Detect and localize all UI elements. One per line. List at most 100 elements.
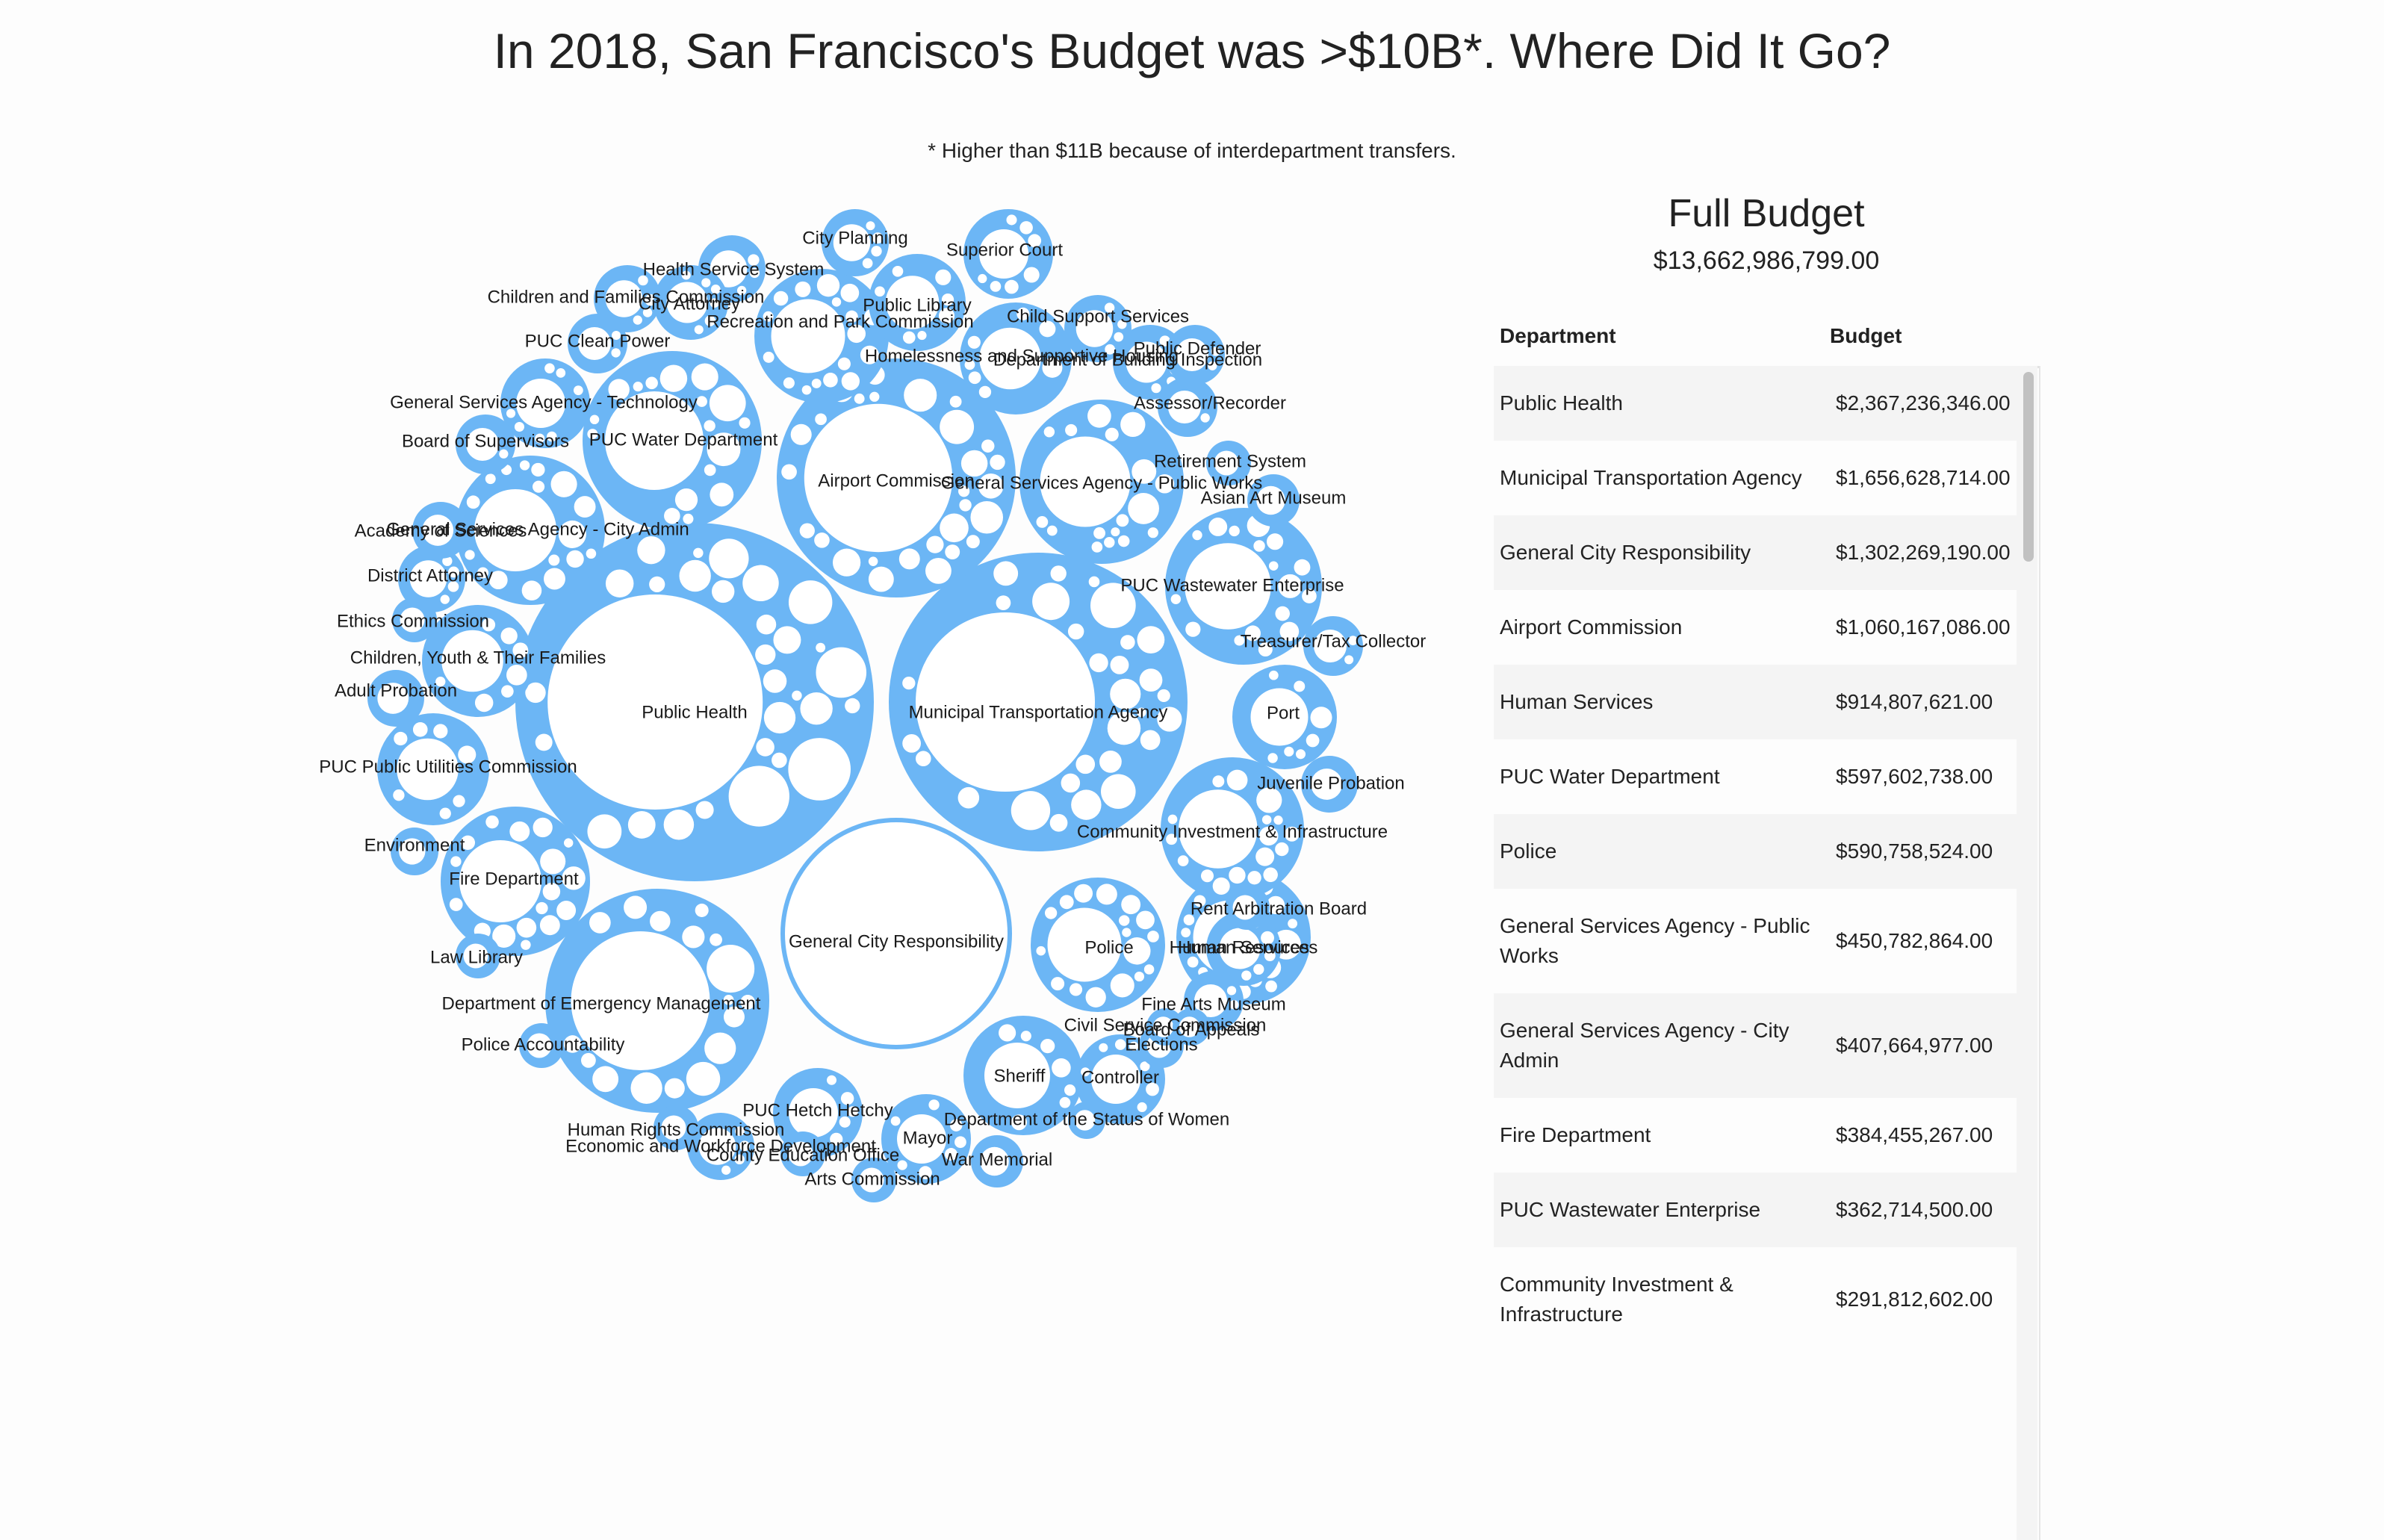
- sub-department-bubble[interactable]: [840, 283, 860, 302]
- sub-department-bubble[interactable]: [1065, 423, 1078, 437]
- sub-department-bubble[interactable]: [1129, 1041, 1139, 1052]
- sub-department-bubble[interactable]: [1120, 635, 1135, 650]
- sub-department-bubble[interactable]: [1120, 412, 1146, 438]
- sub-department-bubble[interactable]: [459, 840, 541, 922]
- sub-department-bubble[interactable]: [999, 1024, 1016, 1042]
- sub-department-bubble[interactable]: [1119, 915, 1130, 926]
- sub-department-bubble[interactable]: [1110, 655, 1129, 674]
- sub-department-bubble[interactable]: [442, 556, 453, 566]
- sub-department-bubble[interactable]: [1167, 814, 1178, 825]
- sub-department-bubble[interactable]: [1253, 540, 1265, 552]
- sub-department-bubble[interactable]: [1134, 972, 1145, 982]
- sub-department-bubble[interactable]: [800, 692, 833, 725]
- sub-department-bubble[interactable]: [892, 265, 904, 277]
- sub-department-bubble[interactable]: [540, 848, 566, 875]
- sub-department-bubble[interactable]: [1263, 867, 1278, 883]
- sub-department-bubble[interactable]: [1147, 931, 1159, 943]
- sub-department-bubble[interactable]: [535, 733, 553, 751]
- column-header-budget[interactable]: Budget: [1830, 324, 1902, 347]
- sub-department-bubble[interactable]: [440, 594, 450, 604]
- sub-department-bubble[interactable]: [1020, 1031, 1031, 1042]
- sub-department-bubble[interactable]: [605, 280, 643, 317]
- sub-department-bubble[interactable]: [1192, 530, 1202, 541]
- sub-department-bubble[interactable]: [954, 1136, 966, 1149]
- sub-department-bubble[interactable]: [558, 520, 586, 548]
- sub-department-bubble[interactable]: [536, 901, 548, 915]
- bubble-chart[interactable]: Public Health Municipal Transportation Ag…: [314, 187, 1464, 1247]
- sub-department-bubble[interactable]: [1294, 559, 1311, 576]
- sub-department-bubble[interactable]: [1208, 518, 1228, 536]
- sub-department-bubble[interactable]: [587, 429, 598, 440]
- sub-department-bubble[interactable]: [465, 550, 475, 560]
- sub-department-bubble[interactable]: [571, 931, 710, 1070]
- sub-department-bubble[interactable]: [587, 814, 622, 849]
- sub-department-bubble[interactable]: [1075, 310, 1114, 347]
- sub-department-bubble[interactable]: [1295, 749, 1306, 760]
- sub-department-bubble[interactable]: [563, 838, 574, 848]
- sub-department-bubble[interactable]: [422, 515, 454, 546]
- sub-department-bubble[interactable]: [1273, 816, 1283, 825]
- sub-department-bubble[interactable]: [1194, 984, 1227, 1017]
- sub-department-bubble[interactable]: [645, 294, 656, 306]
- sub-department-bubble[interactable]: [1074, 884, 1093, 903]
- sub-department-bubble[interactable]: [756, 614, 777, 635]
- sub-department-bubble[interactable]: [1302, 589, 1317, 603]
- sub-department-bubble[interactable]: [1348, 636, 1358, 645]
- sub-department-bubble[interactable]: [1023, 267, 1040, 283]
- sub-department-bubble[interactable]: [1043, 426, 1055, 438]
- sub-department-bubble[interactable]: [695, 801, 714, 819]
- sub-department-bubble[interactable]: [611, 348, 621, 358]
- sub-department-bubble[interactable]: [781, 464, 797, 480]
- sub-department-bubble[interactable]: [854, 393, 865, 404]
- sub-department-bubble[interactable]: [592, 1066, 619, 1093]
- sub-department-bubble[interactable]: [1096, 884, 1117, 905]
- sub-department-bubble[interactable]: [898, 548, 920, 570]
- sub-department-bubble[interactable]: [492, 924, 516, 948]
- table-row[interactable]: Public Health $2,367,236,346.00: [1494, 366, 2017, 441]
- sub-department-bubble[interactable]: [799, 523, 815, 538]
- sub-department-bubble[interactable]: [1314, 630, 1347, 662]
- sub-department-bubble[interactable]: [990, 454, 1005, 471]
- sub-department-bubble[interactable]: [949, 395, 962, 408]
- sub-department-bubble[interactable]: [1110, 973, 1134, 998]
- sub-department-bubble[interactable]: [1040, 1039, 1055, 1054]
- sub-department-bubble[interactable]: [1247, 871, 1261, 885]
- sub-department-bubble[interactable]: [1091, 541, 1103, 553]
- sub-department-bubble[interactable]: [967, 335, 981, 349]
- sub-department-bubble[interactable]: [904, 379, 937, 412]
- sub-department-bubble[interactable]: [450, 856, 462, 867]
- sub-department-bubble[interactable]: [556, 901, 577, 920]
- sub-department-bubble[interactable]: [868, 566, 894, 592]
- sub-department-bubble[interactable]: [686, 1061, 721, 1096]
- sub-department-bubble[interactable]: [548, 554, 560, 566]
- sub-department-bubble[interactable]: [1052, 1058, 1071, 1078]
- sub-department-bubble[interactable]: [580, 1052, 596, 1068]
- sub-department-bubble[interactable]: [1278, 574, 1303, 598]
- sub-department-bubble[interactable]: [1061, 773, 1081, 793]
- sub-department-bubble[interactable]: [1104, 302, 1115, 313]
- sub-department-bubble[interactable]: [788, 1141, 813, 1167]
- sub-department-bubble[interactable]: [1200, 413, 1210, 423]
- sub-department-bubble[interactable]: [1170, 594, 1182, 605]
- sub-department-bubble[interactable]: [970, 500, 1004, 534]
- sub-department-bubble[interactable]: [785, 822, 1008, 1045]
- sub-department-bubble[interactable]: [1261, 815, 1272, 825]
- sub-department-bubble[interactable]: [839, 1116, 851, 1128]
- sub-department-bubble[interactable]: [519, 460, 530, 471]
- table-row[interactable]: Airport Commission $1,060,167,086.00: [1494, 590, 2017, 665]
- sub-department-bubble[interactable]: [1266, 533, 1284, 550]
- sub-department-bubble[interactable]: [945, 544, 960, 559]
- sub-department-bubble[interactable]: [1344, 655, 1354, 665]
- sub-department-bubble[interactable]: [1126, 341, 1167, 383]
- sub-department-bubble[interactable]: [532, 480, 545, 493]
- bubble-chart-svg[interactable]: Public Health Municipal Transportation Ag…: [314, 187, 1464, 1247]
- sub-department-bubble[interactable]: [649, 576, 665, 593]
- sub-department-bubble[interactable]: [681, 270, 691, 280]
- sub-department-bubble[interactable]: [521, 940, 531, 950]
- sub-department-bubble[interactable]: [1110, 678, 1141, 710]
- sub-department-bubble[interactable]: [1089, 653, 1108, 673]
- table-row[interactable]: PUC Wastewater Enterprise $362,714,500.00: [1494, 1173, 2017, 1247]
- sub-department-bubble[interactable]: [661, 1115, 686, 1140]
- sub-department-bubble[interactable]: [1275, 606, 1290, 621]
- sub-department-bubble[interactable]: [958, 485, 970, 497]
